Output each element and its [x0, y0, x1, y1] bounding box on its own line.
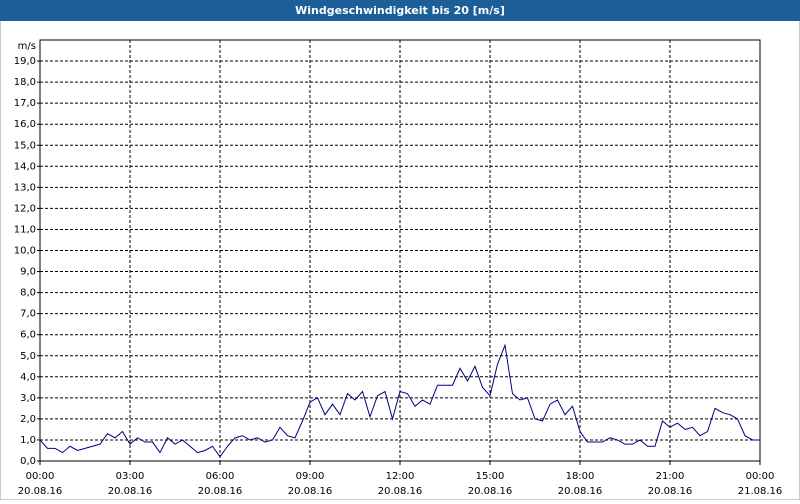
x-tick-label: 20.08.16: [198, 486, 243, 497]
chart-title: Windgeschwindigkeit bis 20 [m/s]: [295, 4, 505, 17]
x-tick-label: 12:00: [386, 471, 415, 482]
title-bar: [0, 0, 800, 21]
x-tick-label: 03:00: [116, 471, 145, 482]
y-tick-label: 10,0: [14, 246, 36, 257]
x-tick-label: 20.08.16: [648, 486, 693, 497]
y-tick-label: 16,0: [14, 119, 36, 130]
data-line: [39, 343, 760, 458]
x-tick-label: 20.08.16: [468, 486, 513, 497]
y-tick-label: 15,0: [14, 140, 36, 151]
y-tick-label: 2,0: [20, 414, 36, 425]
x-tick-label: 18:00: [566, 471, 595, 482]
x-tick-label: 15:00: [476, 471, 505, 482]
y-tick-label: 13,0: [14, 182, 36, 193]
x-tick-label: 20.08.16: [18, 486, 63, 497]
x-tick-label: 21.08.16: [738, 486, 783, 497]
x-tick-label: 20.08.16: [108, 486, 153, 497]
y-tick-label: 8,0: [20, 288, 36, 299]
y-tick-label: 7,0: [20, 309, 36, 320]
y-tick-label: 4,0: [20, 372, 36, 383]
y-tick-label: 6,0: [20, 330, 36, 341]
y-unit: m/s: [18, 41, 36, 52]
y-tick-label: 11,0: [14, 224, 36, 235]
y-tick-label: 1,0: [20, 435, 36, 446]
y-tick-label: 9,0: [20, 267, 36, 278]
x-tick-label: 00:00: [746, 471, 775, 482]
y-tick-label: 18,0: [14, 77, 36, 88]
y-tick-label: 0,0: [20, 456, 36, 467]
y-tick-label: 12,0: [14, 203, 36, 214]
x-tick-label: 06:00: [206, 471, 235, 482]
y-tick-label: 5,0: [20, 351, 36, 362]
y-tick-label: 17,0: [14, 98, 36, 109]
x-tick-label: 20.08.16: [288, 486, 333, 497]
y-tick-label: 14,0: [14, 161, 36, 172]
x-tick-label: 20.08.16: [558, 486, 603, 497]
x-tick-label: 20.08.16: [378, 486, 423, 497]
x-tick-label: 21:00: [656, 471, 685, 482]
y-tick-label: 19,0: [14, 56, 36, 67]
y-tick-label: 3,0: [20, 393, 36, 404]
x-tick-label: 00:00: [26, 471, 55, 482]
x-tick-label: 09:00: [296, 471, 325, 482]
